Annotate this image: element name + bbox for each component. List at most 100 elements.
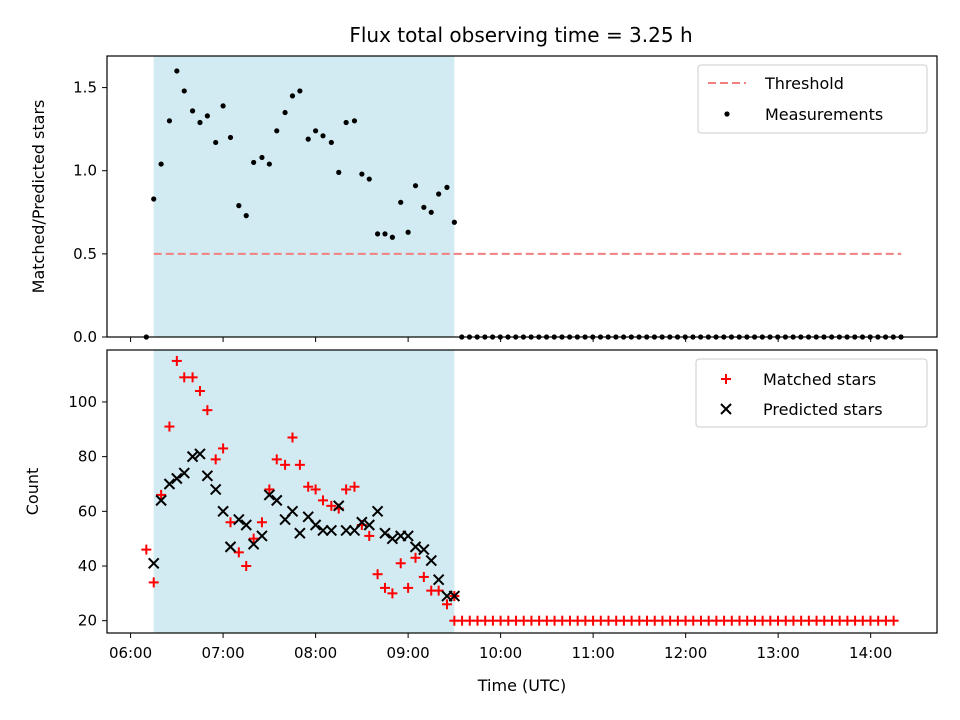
predicted-point — [386, 532, 399, 545]
measurement-point — [204, 113, 210, 119]
measurement-point — [220, 103, 226, 109]
matched-point — [395, 558, 406, 569]
measurement-point — [366, 176, 372, 182]
predicted-point — [271, 494, 283, 507]
legend-measurements-swatch — [724, 111, 730, 117]
x-tick-label: 14:00 — [849, 644, 892, 662]
cross-b — [233, 513, 245, 526]
cross-b — [356, 516, 368, 528]
measurement-point — [328, 139, 334, 146]
cross-b — [432, 573, 445, 586]
measurement-point — [320, 133, 326, 139]
matched-point — [187, 372, 198, 383]
measurement-point — [227, 134, 234, 141]
x-tick-label: 07:00 — [201, 644, 244, 662]
x-tick-label: 11:00 — [572, 644, 615, 662]
matched-point — [341, 484, 352, 495]
top-legend-box — [697, 64, 928, 134]
predicted-point — [148, 557, 160, 569]
measurement-point — [421, 204, 427, 210]
predicted-point — [409, 541, 422, 553]
cross-b — [425, 554, 437, 567]
matched-point — [148, 577, 159, 588]
top-observing-window — [153, 56, 455, 337]
matched-point — [310, 484, 321, 495]
cross-b — [286, 505, 299, 518]
predicted-point — [171, 472, 183, 485]
cross-b — [256, 530, 268, 542]
top-y-tick-label: 1.0 — [73, 162, 97, 180]
predicted-point — [194, 448, 206, 460]
cross-b — [201, 470, 214, 482]
matched-point — [403, 582, 414, 593]
matched-point — [218, 443, 229, 454]
cross-b — [163, 478, 176, 490]
matched-point — [233, 547, 244, 558]
cross-b — [448, 590, 461, 602]
predicted-point — [325, 524, 338, 537]
top-axes-frame — [106, 55, 938, 338]
predicted-point — [263, 489, 276, 501]
bottom-y-tick-label: 40 — [78, 557, 97, 575]
x-tick-label: 06:00 — [109, 644, 152, 662]
predicted-point — [363, 519, 375, 531]
x-tick-label: 08:00 — [294, 644, 337, 662]
cross-b — [363, 519, 375, 531]
predicted-point — [340, 524, 352, 537]
measurement-points — [143, 68, 904, 340]
measurement-point — [336, 169, 342, 175]
predicted-point — [309, 519, 322, 531]
legend-matched-label: Matched stars — [763, 370, 876, 389]
predicted-point — [233, 513, 245, 526]
predicted-point — [294, 527, 306, 539]
x-tick-label: 10:00 — [479, 644, 522, 662]
cross-b — [194, 448, 206, 460]
predicted-point — [317, 524, 329, 537]
measurement-point — [313, 128, 319, 134]
predicted-point — [224, 541, 237, 553]
legend-matched-swatch — [721, 374, 731, 384]
predicted-point — [256, 530, 268, 542]
cross-b — [178, 467, 190, 479]
x-tick-label: 13:00 — [757, 644, 800, 662]
top-y-tick-label: 0.0 — [73, 328, 97, 346]
predicted-point — [240, 519, 252, 531]
predicted-point — [186, 450, 199, 463]
legend-cross-marker — [720, 403, 732, 415]
matched-point — [294, 459, 305, 470]
matched-point — [156, 489, 167, 500]
matched-point — [303, 481, 314, 492]
predicted-point — [425, 554, 437, 567]
predicted-point — [286, 505, 299, 518]
predicted-point — [217, 505, 229, 518]
top-y-axis-label: Matched/Predicted stars — [29, 100, 48, 294]
bottom-y-tick-label: 60 — [78, 502, 97, 520]
matched-point — [202, 405, 213, 416]
measurement-point — [266, 161, 272, 167]
measurement-point — [166, 118, 173, 124]
x-tick-label: 12:00 — [664, 644, 707, 662]
measurement-point — [436, 191, 442, 197]
matched-point — [372, 569, 383, 580]
cross-b — [386, 532, 399, 545]
predicted-point — [209, 483, 222, 496]
measurement-point — [451, 219, 457, 225]
measurement-point — [305, 136, 311, 142]
measurement-point — [343, 119, 349, 126]
predicted-point — [333, 500, 345, 512]
measurement-point — [374, 231, 381, 237]
measurement-point — [359, 171, 365, 177]
cross-b — [418, 543, 430, 556]
legend-predicted-label: Predicted stars — [763, 400, 883, 419]
bottom-y-tick-label: 20 — [78, 612, 97, 630]
cross-b — [302, 511, 314, 523]
matched-point — [287, 432, 298, 443]
predicted-point — [418, 543, 430, 556]
x-tick-label: 09:00 — [387, 644, 430, 662]
matched-point — [349, 481, 360, 492]
bottom-legend-box — [695, 358, 928, 428]
measurement-point — [158, 161, 164, 167]
bottom-y-axis-label: Count — [23, 468, 42, 516]
legend-predicted-swatch — [720, 403, 732, 415]
cross-b — [263, 489, 276, 501]
